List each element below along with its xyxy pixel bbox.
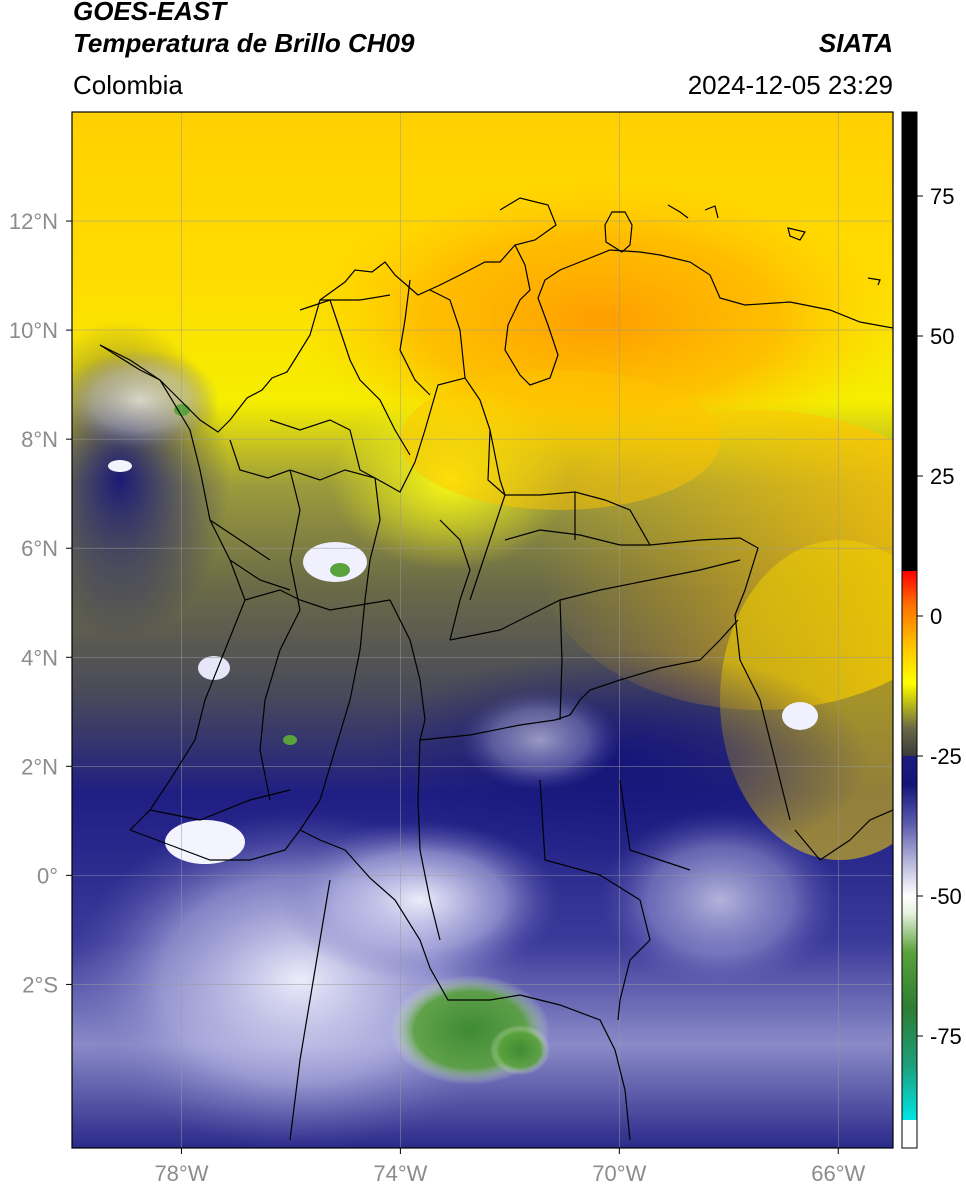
lat-tick-label: 12°N [9, 209, 58, 234]
colorbar-scale [902, 112, 917, 1148]
colorbar-tick-label: 25 [930, 464, 954, 489]
lat-tick-label: 2°N [21, 754, 58, 779]
graticule [72, 112, 893, 1148]
region-label: Colombia [73, 70, 183, 100]
colorbar-tick-label: -25 [930, 744, 962, 769]
colorbar-tick-label: 50 [930, 324, 954, 349]
satellite-title: GOES-EAST [73, 0, 227, 26]
lat-tick-label: 4°N [21, 645, 58, 670]
colorbar [901, 111, 918, 1149]
latitude-labels: 12°N 10°N 8°N 6°N 4°N 2°N 0° 2°S [9, 209, 72, 997]
satellite-field [72, 112, 893, 1148]
lat-tick-label: 0° [37, 863, 58, 888]
colorbar-tick-label: -50 [930, 884, 962, 909]
lat-tick-label: 2°S [22, 972, 58, 997]
colorbar-labels: 75 50 25 0 -25 -50 -75 [917, 184, 962, 1049]
timestamp-label: 2024-12-05 23:29 [687, 70, 893, 100]
lat-tick-label: 6°N [21, 536, 58, 561]
organization-label: SIATA [818, 28, 893, 58]
colorbar-tick-label: -75 [930, 1024, 962, 1049]
colorbar-tick-label: 75 [930, 184, 954, 209]
colorbar-frame [901, 111, 918, 1149]
lon-tick-label: 74°W [373, 1161, 427, 1186]
lon-tick-label: 70°W [592, 1161, 646, 1186]
lon-tick-label: 66°W [811, 1161, 865, 1186]
coastline-borders [99, 197, 893, 1141]
longitude-labels: 78°W 74°W 70°W 66°W [154, 1148, 866, 1186]
lon-tick-label: 78°W [154, 1161, 208, 1186]
product-title: Temperatura de Brillo CH09 [73, 28, 415, 58]
lat-tick-label: 8°N [21, 427, 58, 452]
colorbar-tick-label: 0 [930, 604, 942, 629]
map-frame [71, 111, 894, 1149]
lat-tick-label: 10°N [9, 318, 58, 343]
